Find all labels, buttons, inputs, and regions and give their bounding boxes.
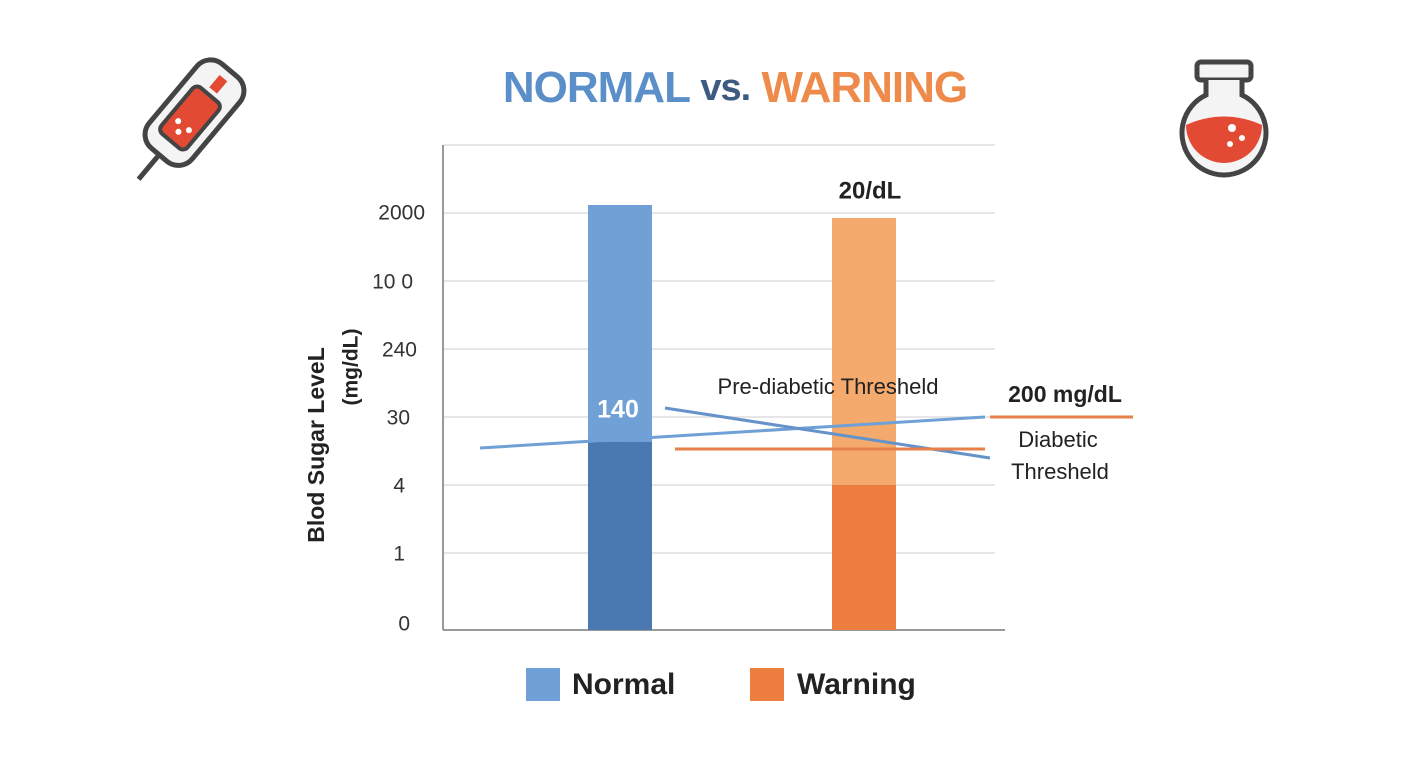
legend: Normal Warning	[526, 668, 916, 701]
y-axis-label-line: Blod Sugar LeveL	[303, 347, 329, 543]
bar-warning-upper	[832, 218, 896, 485]
y-tick-label: 240	[382, 339, 417, 362]
bar-normal-lower	[588, 442, 652, 630]
y-tick-label: 2000	[378, 202, 425, 225]
legend-swatch	[750, 668, 784, 701]
y-tick-label: 30	[387, 407, 410, 430]
bar-warning-lower	[832, 485, 896, 630]
legend-label: Warning	[797, 668, 916, 701]
meter-icon	[136, 57, 247, 181]
y-tick-label: 10 0	[372, 271, 413, 294]
annotation: Diabetic	[1018, 427, 1097, 452]
legend-swatch	[526, 668, 560, 701]
y-tick-label: 4	[393, 475, 405, 498]
y-tick-label: 0	[398, 613, 410, 636]
annotation: Thresheld	[1011, 459, 1109, 484]
title-part: vs.	[700, 67, 750, 109]
annotation: Pre-diabetic Thresheld	[718, 374, 939, 399]
threshold-line	[479, 415, 986, 450]
plot	[442, 144, 1005, 631]
y-tick-label: 1	[393, 543, 405, 566]
bar-normal-upper	[588, 205, 652, 442]
flask-icon	[1179, 59, 1269, 178]
bar-label: 140	[597, 396, 639, 424]
annotation: 200 mg/dL	[1008, 381, 1122, 407]
title-part: NORMAL	[503, 63, 690, 112]
title-part: WARNING	[761, 63, 967, 112]
legend-label: Normal	[572, 668, 675, 701]
title: NORMAL vs. WARNING	[503, 63, 967, 112]
y-axis-label: Blod Sugar LeveL (mg/dL)	[303, 329, 362, 543]
bar-label: 20/dL	[839, 177, 902, 204]
y-axis-label-line: (mg/dL)	[340, 329, 363, 406]
